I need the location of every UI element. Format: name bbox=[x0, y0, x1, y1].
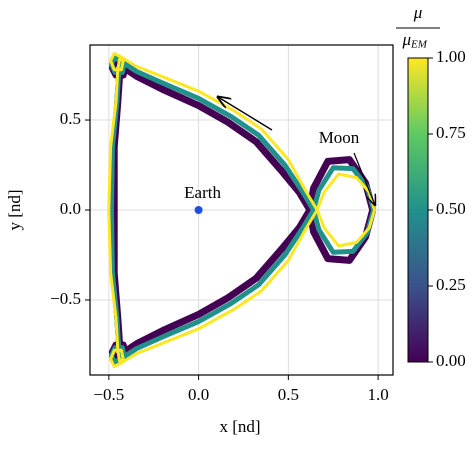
colorbar bbox=[407, 57, 429, 363]
x-axis-label: x [nd] bbox=[219, 417, 260, 436]
y-tick-label: 0.0 bbox=[60, 199, 81, 218]
x-tick-label: 1.0 bbox=[367, 385, 388, 404]
colorbar-tick-label: 0.25 bbox=[436, 275, 466, 294]
y-axis-label: y [nd] bbox=[5, 189, 24, 230]
plot-area bbox=[90, 45, 393, 375]
x-tick-label: 0.5 bbox=[278, 385, 299, 404]
y-tick-label: −0.5 bbox=[50, 289, 81, 308]
orbit bbox=[107, 52, 376, 368]
colorbar-label-numerator: μ bbox=[413, 3, 423, 22]
colorbar-label-denominator: μ bbox=[401, 30, 411, 49]
moon-arrow bbox=[353, 152, 375, 205]
earth-point bbox=[194, 206, 203, 214]
x-tick-label: −0.5 bbox=[93, 385, 124, 404]
colorbar-tick-label: 0.75 bbox=[436, 123, 466, 142]
colorbar-tick-label: 1.00 bbox=[436, 47, 466, 66]
y-tick-label: 0.5 bbox=[60, 109, 81, 128]
colorbar-tick-label: 0.00 bbox=[436, 351, 466, 370]
colorbar-label-subscript: EM bbox=[410, 39, 428, 51]
orbit bbox=[108, 57, 377, 363]
x-tick-label: 0.0 bbox=[188, 385, 209, 404]
moon-label: Moon bbox=[319, 128, 360, 147]
direction-arrow bbox=[218, 97, 273, 131]
orbit bbox=[109, 54, 377, 366]
point-label: Earth bbox=[184, 183, 221, 202]
colorbar-tick-label: 0.50 bbox=[436, 199, 466, 218]
axes-frame bbox=[89, 44, 394, 376]
